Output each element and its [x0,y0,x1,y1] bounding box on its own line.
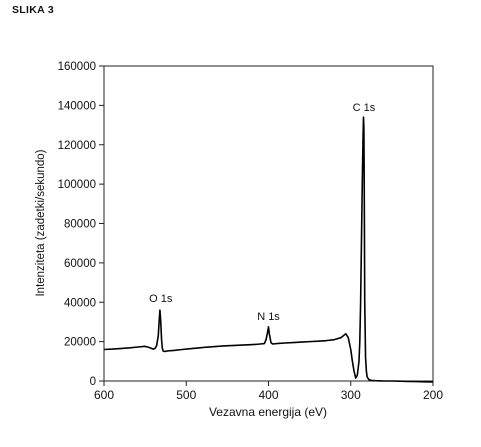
x-tick-label: 300 [341,388,361,402]
y-tick-label: 60000 [64,258,96,270]
x-axis: 600 500 400 300 200 [94,381,443,402]
peak-label: O 1s [149,293,173,305]
peak-annotations: O 1s N 1s C 1s [149,102,376,323]
x-axis-title: Vezavna energija (eV) [209,405,327,419]
y-tick-label: 20000 [64,337,96,349]
spectrum-line [103,116,434,383]
y-axis-title: Intenziteta (zadetki/sekundo) [35,149,47,296]
figure-label: SLIKA 3 [12,4,54,16]
x-tick-label: 600 [94,388,114,402]
plot-area [103,65,434,382]
y-tick-label: 120000 [58,140,96,152]
x-tick-label: 500 [176,388,196,402]
y-tick-label: 140000 [58,100,96,112]
y-axis: 0 20000 40000 60000 80000 100000 120000 140000 1… [58,61,104,388]
y-tick-label: 0 [90,376,96,388]
peak-label: N 1s [257,311,280,323]
y-tick-label: 80000 [64,219,96,231]
y-tick-label: 100000 [58,179,96,191]
y-tick-label: 40000 [64,297,96,309]
y-tick-label: 160000 [58,61,96,73]
peak-label: C 1s [353,102,376,114]
x-tick-label: 400 [258,388,278,402]
x-tick-label: 200 [423,388,443,402]
